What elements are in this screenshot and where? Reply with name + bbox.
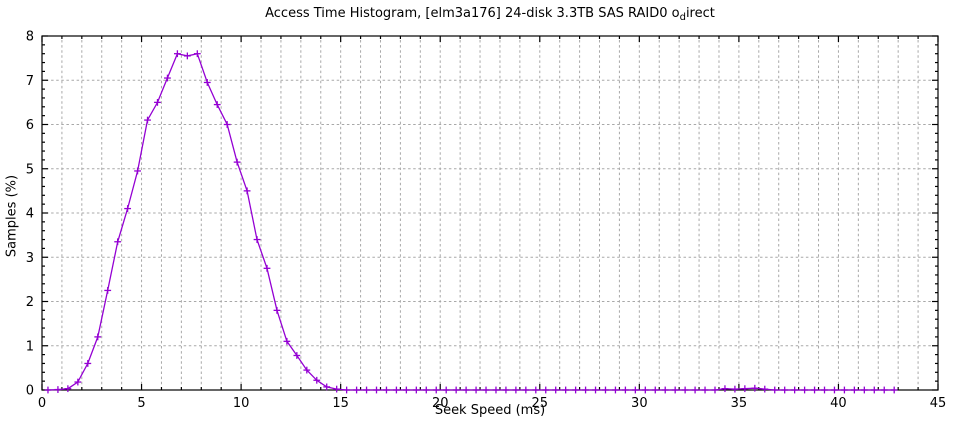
tick-label: 5 — [137, 396, 145, 411]
tick-label: 45 — [930, 396, 947, 411]
tick-label: 25 — [532, 396, 549, 411]
tick-label: 4 — [26, 207, 34, 222]
tick-label: 20 — [432, 396, 449, 411]
tick-label: 8 — [26, 30, 34, 45]
tick-label: 30 — [631, 396, 648, 411]
tick-label: 35 — [731, 396, 748, 411]
tick-label: 5 — [26, 162, 34, 177]
data-series — [44, 50, 898, 394]
tick-label: 3 — [26, 251, 34, 266]
tick-label: 15 — [332, 396, 349, 411]
x-axis-title: Seek Speed (ms) — [434, 403, 546, 418]
chart-title: Access Time Histogram, [elm3a176] 24-dis… — [42, 6, 938, 23]
tick-label: 6 — [26, 118, 34, 133]
tick-label: 0 — [26, 384, 34, 399]
tick-label: 10 — [233, 396, 250, 411]
tick-label: 2 — [26, 295, 34, 310]
tick-label: 7 — [26, 74, 34, 89]
chart-title-subscript: d — [679, 12, 686, 23]
chart-title-text-end: irect — [685, 6, 715, 21]
tick-label: 40 — [830, 396, 847, 411]
data-line — [47, 52, 895, 391]
tick-label: 0 — [38, 396, 46, 411]
chart-title-text: Access Time Histogram, [elm3a176] 24-dis… — [265, 6, 680, 21]
tick-label: 1 — [26, 339, 34, 354]
grid-lines — [46, 40, 934, 386]
